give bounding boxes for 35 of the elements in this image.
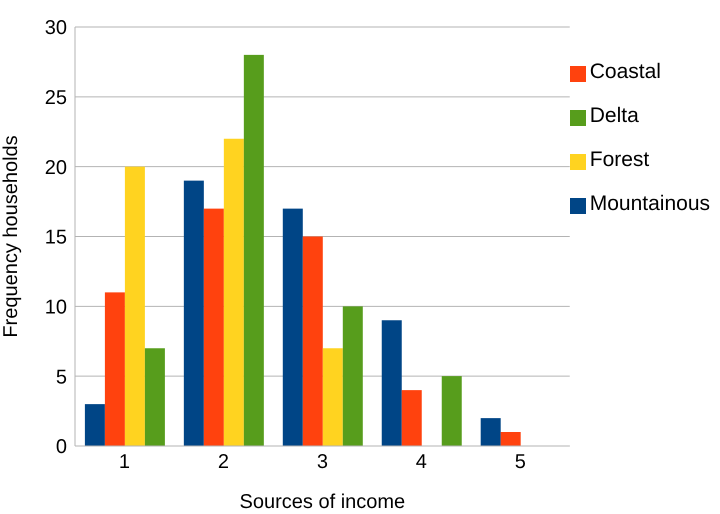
y-tick-label: 30 (44, 17, 67, 40)
y-tick-label: 15 (44, 226, 67, 249)
y-tick-label: 10 (44, 296, 67, 318)
bar (342, 306, 363, 446)
bar (184, 180, 204, 446)
bar (282, 208, 303, 446)
bar (500, 432, 521, 446)
legend-label: Delta (590, 104, 639, 127)
bar (322, 348, 343, 446)
legend-label: Mountainous (590, 192, 710, 215)
bar (480, 418, 501, 446)
bar (144, 348, 165, 446)
x-tick-label: 5 (514, 451, 526, 474)
y-tick-label: 0 (56, 436, 67, 458)
bar (204, 208, 224, 446)
bar (104, 292, 125, 446)
legend-label: Forest (590, 148, 650, 171)
bar (244, 54, 264, 446)
bar (382, 320, 402, 446)
bar (84, 404, 105, 446)
x-tick-label: 1 (118, 451, 130, 474)
bar (124, 166, 145, 446)
x-tick-label: 2 (218, 451, 229, 474)
y-tick-label: 25 (44, 86, 67, 109)
bar (402, 390, 422, 446)
bar (442, 376, 462, 446)
x-tick-label: 4 (416, 451, 427, 474)
x-tick-label: 3 (316, 451, 328, 474)
y-tick-label: 20 (44, 156, 67, 179)
legend-label: Coastal (590, 60, 661, 83)
y-axis-title: Frequency households (0, 135, 22, 338)
y-tick-label: 5 (56, 366, 67, 388)
bar (224, 138, 244, 446)
bar (302, 236, 323, 446)
x-axis-title: Sources of income (240, 491, 406, 513)
